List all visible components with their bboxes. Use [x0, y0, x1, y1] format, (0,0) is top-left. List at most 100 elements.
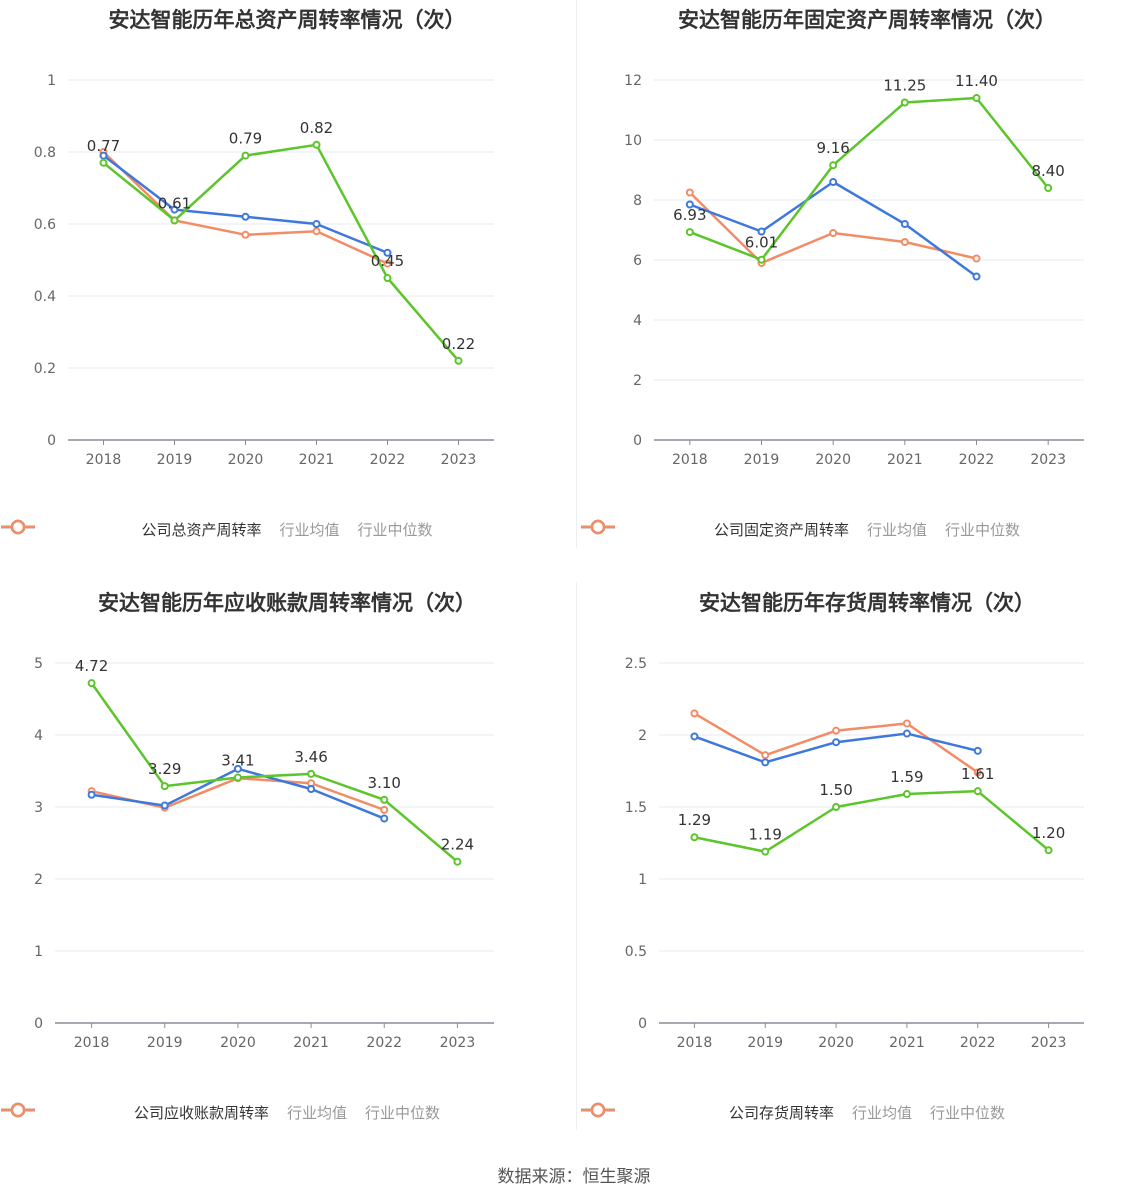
chart-legend[interactable]: 公司存货周转率 行业均值 行业中位数: [580, 1102, 1148, 1123]
chart-panel-total-asset: 安达智能历年总资产周转率情况（次） 0 0.2 0.4 0.6 0.8 1 2018 2019…: [0, 0, 574, 580]
legend-item-company[interactable]: 公司存货周转率: [581, 1102, 834, 1123]
legend-item-company[interactable]: 公司固定资产周转率: [581, 519, 849, 540]
y-tick-label: 2: [638, 728, 647, 744]
x-tick-label: 2020: [818, 1035, 854, 1051]
data-point-company: [170, 216, 179, 225]
chart-panel-receivables: 安达智能历年应收账款周转率情况（次） 0 1 2 3 4 5 2018 2019 2020 202…: [0, 583, 574, 1163]
data-label: 1.61: [961, 765, 994, 783]
y-tick-label: 6: [633, 253, 642, 269]
data-point-company: [312, 140, 321, 149]
chart-legend[interactable]: 公司固定资产周转率 行业均值 行业中位数: [580, 519, 1148, 540]
legend-item-median[interactable]: 行业中位数: [581, 519, 1021, 540]
data-point-mean: [87, 790, 96, 799]
x-tick-label: 2018: [74, 1035, 110, 1051]
data-point-median: [900, 238, 909, 246]
data-point-company: [453, 857, 462, 866]
x-tick-label: 2019: [157, 452, 193, 468]
x-tick-label: 2019: [147, 1035, 183, 1051]
divider: [576, 0, 577, 548]
x-tick-label: 2022: [370, 452, 406, 468]
data-label: 0.61: [158, 194, 191, 212]
chart-legend[interactable]: 公司总资产周转率 行业均值 行业中位数: [0, 519, 574, 540]
legend-label: 行业中位数: [945, 521, 1021, 539]
series-line-company: [694, 789, 1050, 853]
legend-item-median[interactable]: 行业中位数: [581, 1102, 1005, 1123]
legend-label: 行业均值: [851, 1104, 912, 1122]
x-tick-label: 2022: [366, 1035, 402, 1051]
y-tick-label: 0: [638, 1016, 647, 1032]
y-tick-label: 12: [624, 73, 642, 89]
legend-label: 公司存货周转率: [728, 1104, 834, 1122]
y-tick-label: 1.5: [625, 800, 647, 816]
data-point-median: [685, 188, 694, 197]
data-source: 数据来源：恒生聚源: [497, 1167, 651, 1187]
x-tick-label: 2019: [747, 1035, 783, 1051]
data-label: 0.79: [229, 130, 262, 148]
data-point-median: [312, 227, 321, 236]
series-line-company: [90, 682, 459, 863]
x-tick-label: 2020: [228, 452, 264, 468]
legend-item-mean[interactable]: 行业均值: [581, 519, 927, 540]
x-tick-label: 2018: [672, 452, 708, 468]
data-point-median: [383, 259, 392, 268]
data-point-company: [380, 795, 389, 804]
data-point-mean: [690, 732, 699, 741]
legend-item-company[interactable]: 公司应收账款周转率: [1, 1102, 269, 1123]
legend-swatch-circle: [590, 1102, 606, 1118]
data-point-mean: [170, 205, 179, 214]
y-tick-label: 0.8: [34, 145, 56, 161]
chart-legend[interactable]: 公司应收账款周转率 行业均值 行业中位数: [0, 1102, 574, 1123]
x-tick-label: 2023: [1030, 452, 1066, 468]
legend-item-median[interactable]: 行业中位数: [1, 1102, 441, 1123]
legend-swatch-icon: [1, 519, 35, 535]
x-tick-label: 2020: [220, 1035, 256, 1051]
legend-label: 行业中位数: [365, 1104, 441, 1122]
chart-svg: 0 0.2 0.4 0.6 0.8 1 2018 2019 2020 2021 2022 2023 0.…: [34, 73, 494, 468]
data-point-median: [973, 768, 982, 777]
y-tick-label: 0.2: [34, 361, 56, 377]
x-tick-label: 2021: [293, 1035, 329, 1051]
series-line-median: [102, 151, 389, 265]
legend-item-median[interactable]: 行业中位数: [1, 519, 433, 540]
data-label: 4.72: [75, 657, 108, 675]
legend-swatch-icon: [1, 1102, 35, 1118]
y-tick-label: 0: [47, 433, 56, 449]
y-tick-label: 0: [34, 1016, 43, 1032]
y-tick-label: 0.4: [34, 289, 56, 305]
data-point-company: [761, 847, 770, 856]
data-label: 1.29: [678, 811, 711, 829]
x-tick-label: 2018: [677, 1035, 713, 1051]
legend-item-mean[interactable]: 行业均值: [581, 1102, 912, 1123]
data-label: 0.82: [300, 119, 333, 137]
x-tick-label: 2021: [887, 452, 923, 468]
y-tick-label: 1: [34, 944, 43, 960]
data-point-company: [900, 98, 909, 107]
legend-item-mean[interactable]: 行业均值: [1, 519, 340, 540]
legend-swatch-circle: [10, 1102, 26, 1118]
y-tick-label: 3: [34, 800, 43, 816]
data-point-company: [902, 790, 911, 799]
x-tick-label: 2021: [299, 452, 335, 468]
chart-title: 安达智能历年固定资产周转率情况（次）: [678, 8, 1056, 32]
data-point-company: [160, 782, 169, 791]
data-label: 3.29: [148, 760, 181, 778]
data-point-company: [690, 833, 699, 842]
data-point-median: [241, 230, 250, 239]
legend-swatch-icon: [581, 519, 615, 535]
data-point-mean: [233, 764, 242, 773]
legend-item-company[interactable]: 公司总资产周转率: [1, 519, 261, 540]
data-point-mean: [312, 220, 321, 228]
data-point-mean: [685, 200, 694, 209]
legend-item-mean[interactable]: 行业均值: [1, 1102, 347, 1123]
data-point-mean: [761, 758, 770, 767]
legend-swatch-icon: [581, 1102, 615, 1118]
data-point-company: [87, 679, 96, 688]
data-point-mean: [99, 151, 108, 160]
data-point-company: [307, 769, 316, 778]
data-point-company: [757, 255, 766, 264]
data-point-mean: [160, 801, 169, 810]
y-tick-label: 2: [633, 373, 642, 389]
data-point-mean: [241, 212, 250, 221]
series-line-company: [689, 96, 1050, 261]
legend-label: 行业中位数: [357, 521, 433, 539]
